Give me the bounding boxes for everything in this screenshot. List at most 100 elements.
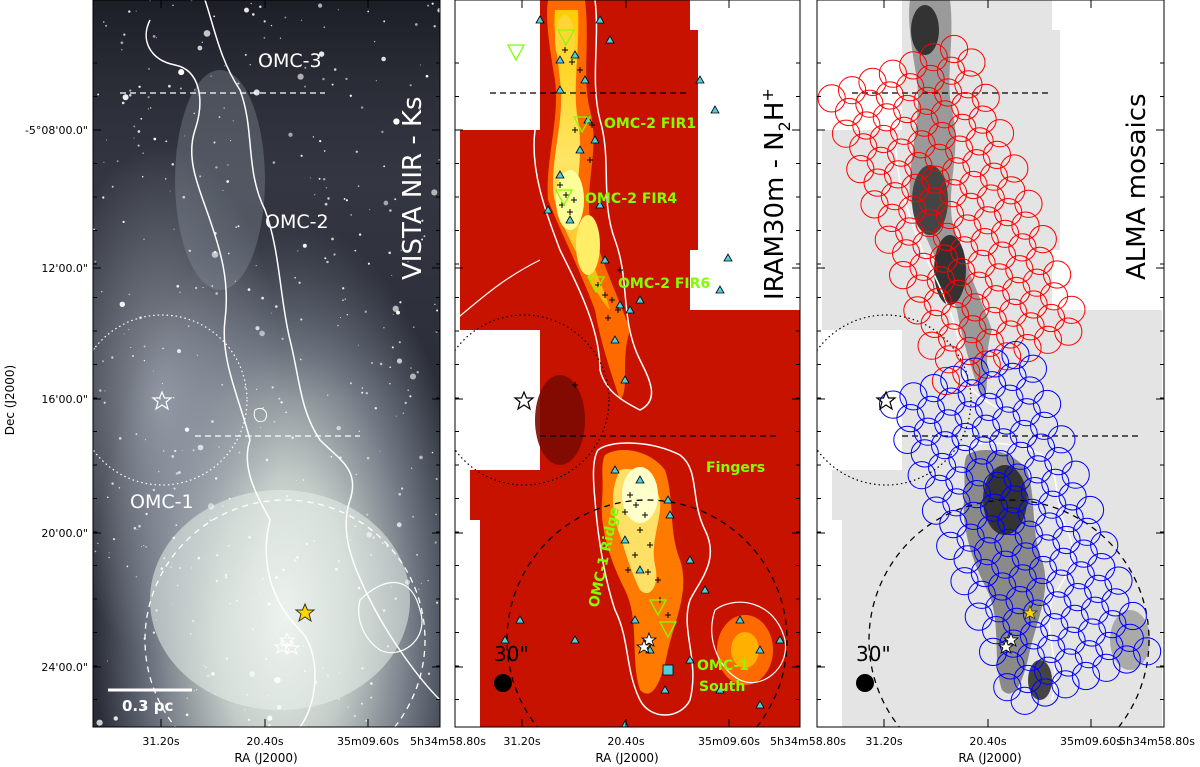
- star: [113, 538, 115, 541]
- star: [437, 8, 440, 13]
- mosaic-pointing: [971, 414, 1001, 443]
- star: [169, 190, 171, 192]
- star: [353, 714, 357, 718]
- star: [325, 187, 328, 189]
- protostar-marker: [610, 335, 620, 344]
- cross-marker: [622, 509, 628, 515]
- star: [338, 698, 340, 700]
- star: [224, 65, 226, 67]
- star: [381, 542, 384, 545]
- cross-marker: [615, 307, 621, 313]
- star: [300, 154, 303, 157]
- star: [383, 165, 386, 168]
- star: [153, 137, 157, 141]
- cross-marker: [625, 567, 631, 573]
- protostar-marker: [630, 615, 640, 624]
- star: [407, 389, 409, 391]
- star: [184, 427, 190, 432]
- star: [305, 542, 309, 546]
- star: [128, 293, 131, 296]
- star: [207, 674, 210, 678]
- star: [179, 87, 182, 90]
- star: [174, 449, 177, 453]
- x-tick-label: 31.20s: [865, 735, 902, 748]
- star: [302, 645, 304, 647]
- cross-marker: [645, 569, 651, 575]
- star: [135, 10, 137, 12]
- star: [119, 301, 126, 308]
- star: [407, 261, 409, 263]
- star: [248, 535, 251, 539]
- star: [427, 579, 429, 582]
- protostar-marker: [590, 135, 600, 144]
- x-tick-label: 31.20s: [503, 735, 540, 748]
- star: [135, 433, 138, 435]
- dashed-circle: [868, 499, 1150, 727]
- star: [275, 576, 278, 579]
- star: [335, 567, 338, 571]
- star: [188, 249, 191, 252]
- star: [186, 697, 188, 699]
- panel-frame: [816, 0, 1165, 728]
- star: [238, 451, 241, 454]
- star: [140, 545, 143, 548]
- star: [213, 141, 216, 144]
- x-tick-label: 20.40s: [246, 735, 283, 748]
- star: [370, 682, 373, 685]
- star: [147, 96, 150, 99]
- star: [389, 383, 391, 385]
- star: [235, 226, 238, 229]
- mosaic-pointing: [984, 263, 1014, 292]
- protostar-marker: [615, 300, 625, 309]
- star: [215, 579, 218, 583]
- star: [225, 657, 229, 660]
- panel-title-alma: ALMA mosaics: [1122, 93, 1152, 280]
- star: [410, 467, 413, 469]
- star: [263, 36, 266, 39]
- dotted-circle: [455, 314, 610, 486]
- star: [128, 10, 131, 13]
- contour: [253, 407, 268, 423]
- cross-marker: [602, 292, 608, 298]
- title-sub: 2: [775, 121, 794, 131]
- protostar-marker: [620, 375, 630, 384]
- protostar-marker: [543, 205, 553, 214]
- star: [303, 724, 305, 726]
- star: [176, 284, 180, 288]
- beam-label: 30": [856, 642, 891, 666]
- mosaic-pointing: [1047, 425, 1076, 454]
- star: [173, 397, 175, 399]
- star: [302, 479, 305, 481]
- protostar-marker: [755, 700, 765, 709]
- mosaic-pointing: [988, 572, 1017, 601]
- cross-marker: [572, 127, 578, 133]
- star: [296, 555, 299, 559]
- star: [197, 45, 203, 51]
- star: [190, 633, 192, 635]
- mosaic-pointing: [1074, 640, 1104, 669]
- star: [163, 557, 166, 560]
- star: [135, 575, 138, 578]
- star: [141, 175, 144, 178]
- contour: [145, 19, 316, 727]
- star-marker-yellow: [294, 602, 316, 623]
- protostar-marker: [755, 645, 765, 654]
- star: [323, 150, 326, 152]
- star: [349, 94, 352, 97]
- star: [392, 313, 394, 316]
- star: [173, 228, 175, 230]
- star: [133, 137, 135, 139]
- cross-marker: [647, 542, 653, 548]
- star: [221, 383, 224, 386]
- star: [265, 458, 269, 462]
- protostar-marker: [715, 685, 725, 694]
- star: [261, 577, 264, 580]
- panel-frame: [92, 0, 441, 728]
- x-tick-label: 5h34m58.80s: [770, 735, 846, 748]
- star: [344, 298, 347, 300]
- mosaic-pointing: [899, 382, 928, 411]
- star: [327, 197, 330, 200]
- star: [367, 10, 370, 13]
- gray-map: [822, 0, 1162, 727]
- mosaic-pointing: [1000, 154, 1029, 183]
